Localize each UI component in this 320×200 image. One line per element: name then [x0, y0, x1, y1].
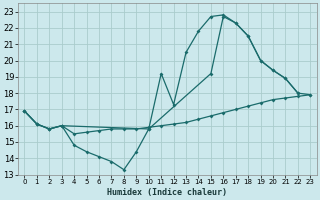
X-axis label: Humidex (Indice chaleur): Humidex (Indice chaleur) — [108, 188, 228, 197]
